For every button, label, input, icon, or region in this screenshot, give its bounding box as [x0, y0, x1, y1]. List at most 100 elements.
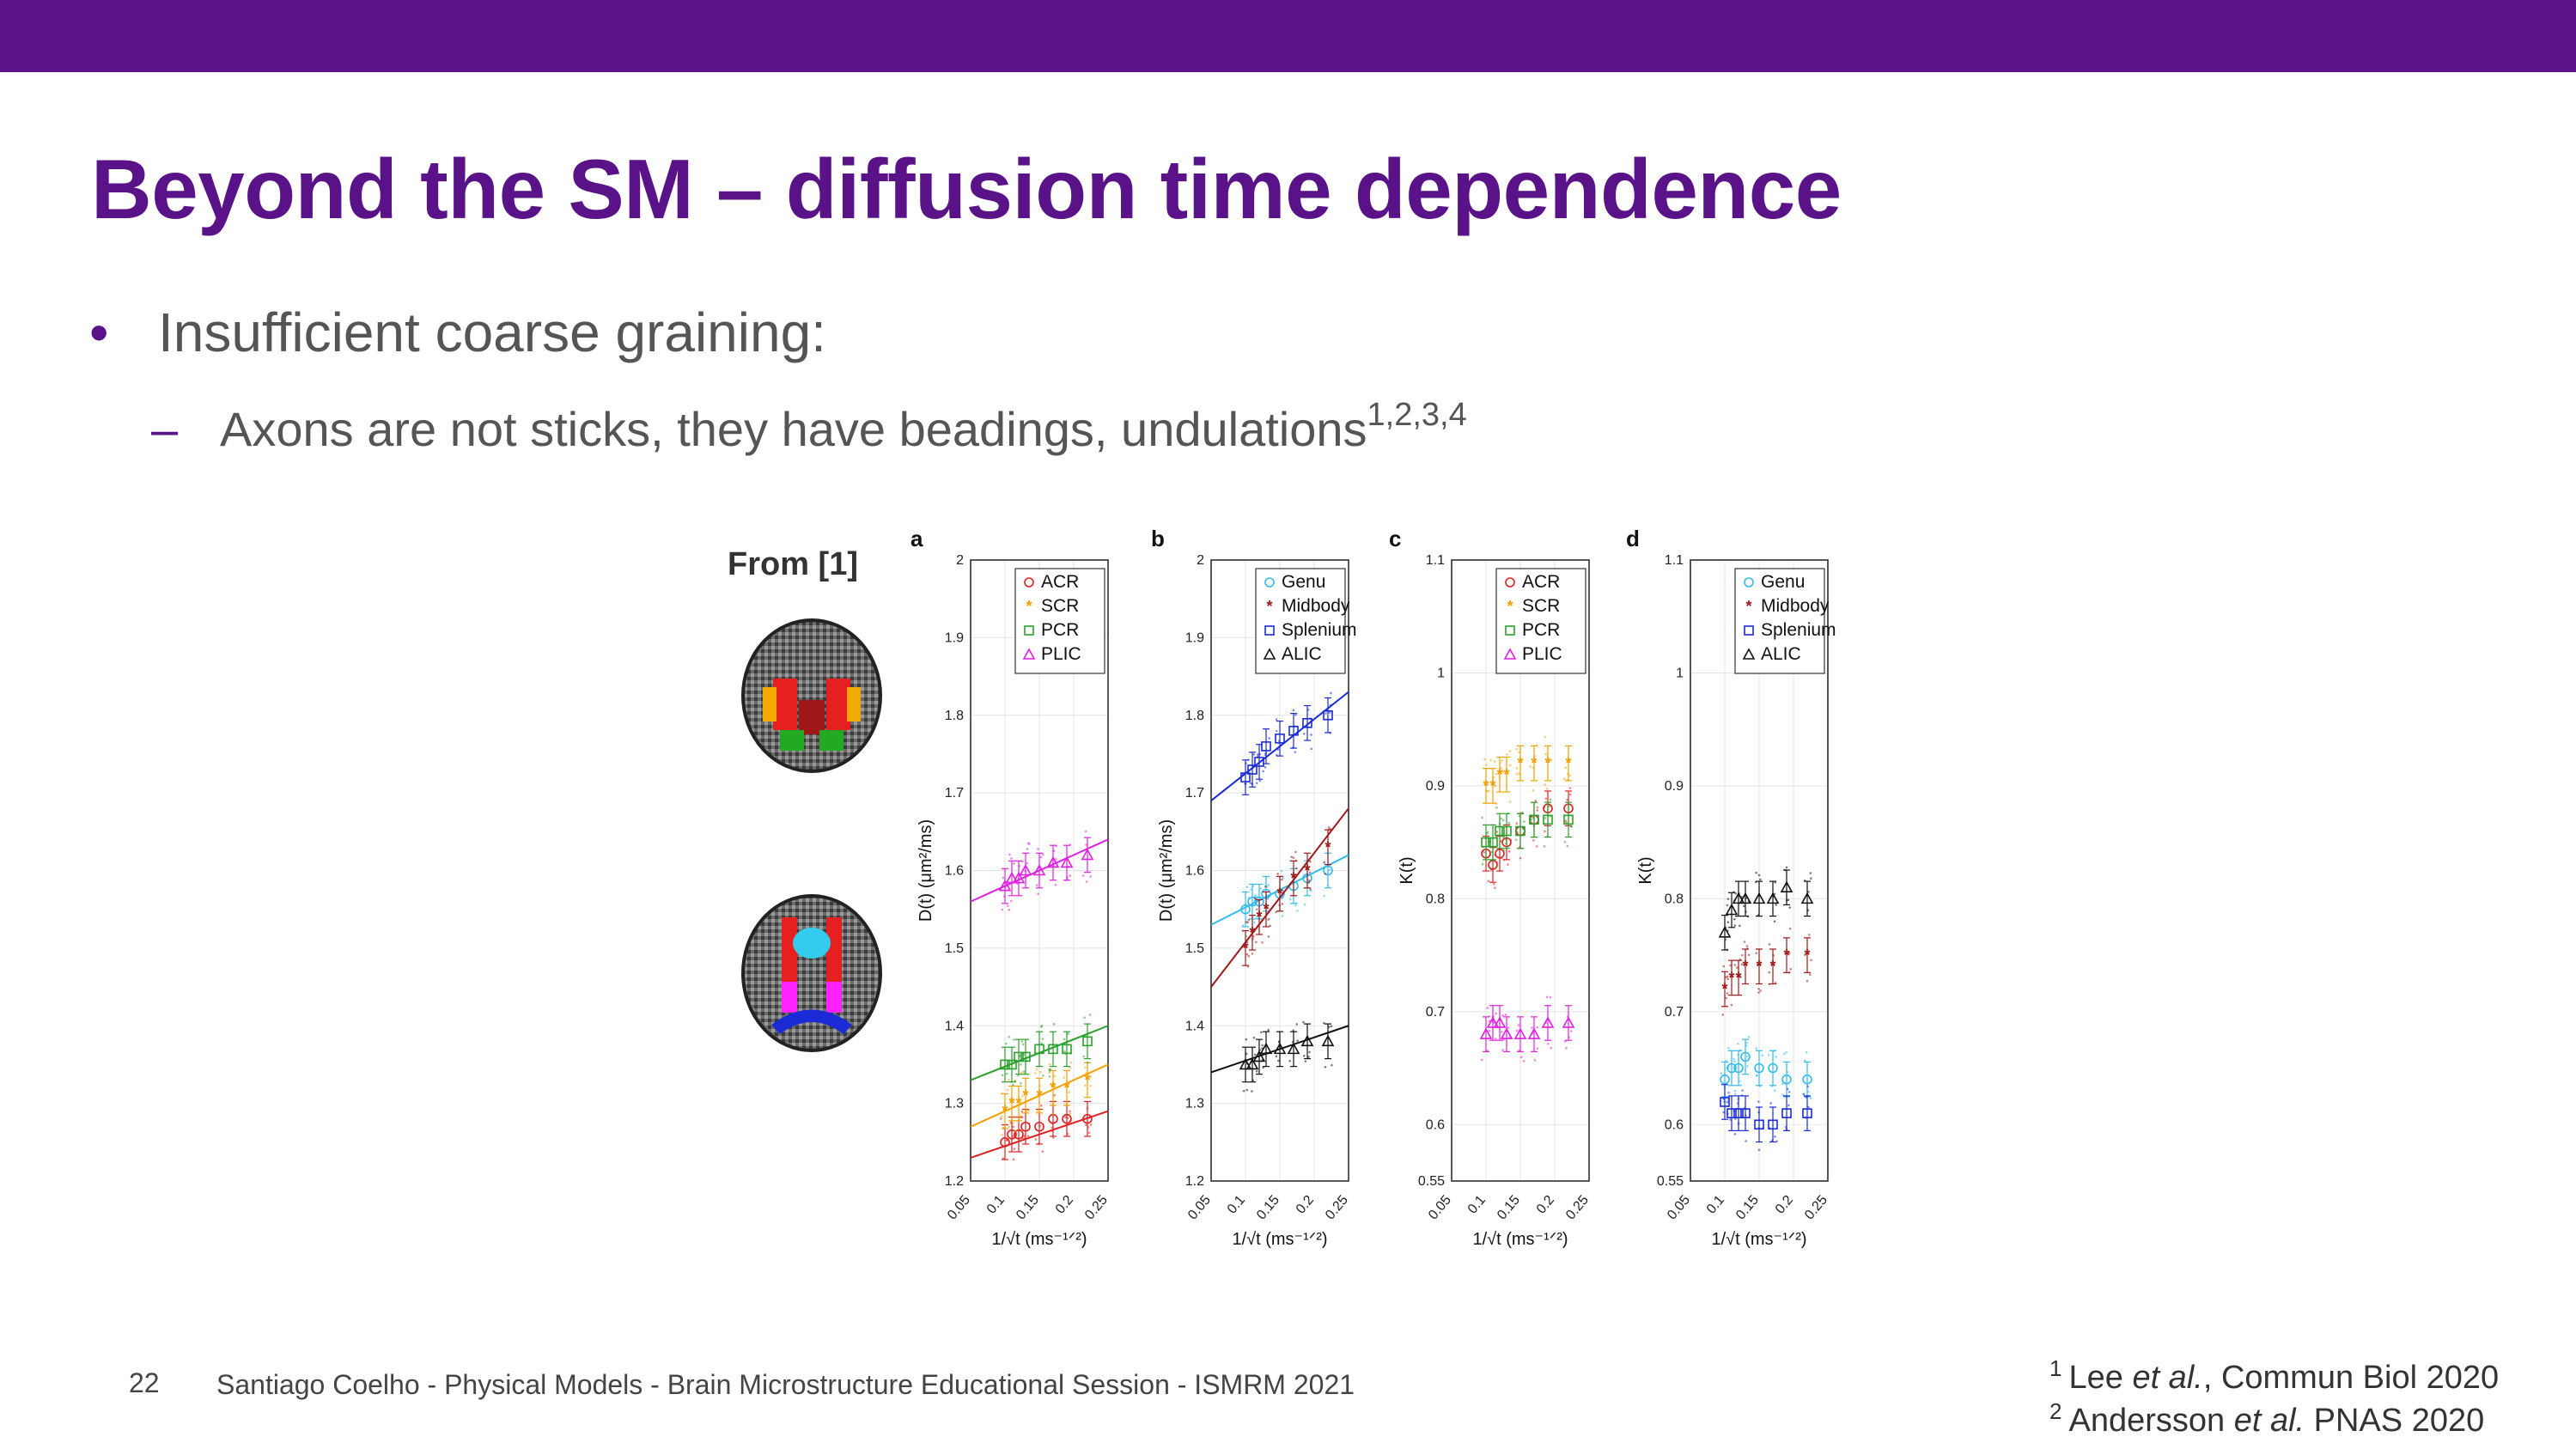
- scatter-dot-c-scr: [1508, 750, 1512, 752]
- scatter-dot-d-midbody: [1735, 966, 1739, 969]
- scatter-dot-c-scr: [1501, 759, 1503, 762]
- scatter-dot-a-plic: [1035, 884, 1038, 886]
- data-point-b-alic: [1259, 1042, 1273, 1055]
- data-point-b-splenium: [1254, 757, 1264, 767]
- plot-border-b: [1210, 559, 1349, 1182]
- scatter-dot-d-midbody: [1745, 945, 1749, 947]
- scatter-dot-d-alic: [1773, 920, 1776, 923]
- footer-text: Santiago Coelho - Physical Models - Brai…: [216, 1369, 1355, 1400]
- scatter-dot-b-midbody: [1295, 867, 1298, 870]
- x-axis-label-d: 1/√t (ms⁻¹ᐟ²): [1711, 1230, 1806, 1249]
- scatter-dot-b-splenium: [1275, 729, 1278, 733]
- scatter-dot-b-midbody: [1308, 871, 1312, 874]
- scatter-dot-d-splenium: [1786, 1087, 1789, 1091]
- scatter-dot-c-plic: [1531, 1026, 1533, 1030]
- scatter-dot-c-acr: [1494, 886, 1496, 890]
- data-point-d-alic: [1725, 903, 1739, 916]
- scatter-dot-a-plic: [1052, 849, 1056, 853]
- scatter-dot-b-alic: [1261, 1044, 1264, 1047]
- data-point-b-midbody: *: [1290, 870, 1296, 887]
- scatter-dot-b-splenium: [1310, 734, 1312, 736]
- scatter-dot-a-scr: [1048, 1062, 1051, 1066]
- scatter-dot-a-plic: [1037, 892, 1039, 896]
- scatter-dot-a-pcr: [1063, 1050, 1066, 1053]
- y-tick-label-c: 0.8: [1426, 892, 1445, 906]
- data-point-a-plic: [998, 879, 1012, 892]
- scatter-dot-b-midbody: [1307, 881, 1311, 884]
- scatter-dot-d-splenium: [1787, 1090, 1791, 1093]
- scatter-dot-a-pcr: [1063, 1038, 1066, 1041]
- scatter-dot-a-scr: [1014, 1116, 1016, 1119]
- scatter-dot-a-scr: [1084, 1066, 1087, 1068]
- scatter-dot-b-alic: [1254, 1053, 1257, 1056]
- scatter-dot-b-splenium: [1268, 737, 1270, 740]
- data-point-a-plic: [1046, 855, 1060, 868]
- scatter-dot-c-plic: [1515, 1029, 1519, 1032]
- data-point-d-genu: [1720, 1074, 1730, 1085]
- data-point-c-pcr: [1543, 814, 1553, 825]
- scatter-dot-b-genu: [1328, 868, 1331, 872]
- y-axis-label-d: K(t): [1636, 856, 1655, 884]
- scatter-dot-b-alic: [1307, 1056, 1310, 1058]
- data-point-d-alic: [1739, 892, 1752, 904]
- scatter-dot-a-acr: [1041, 1150, 1044, 1154]
- scatter-dot-c-scr: [1515, 773, 1519, 776]
- legend-label-a-acr: ACR: [1041, 572, 1079, 592]
- scatter-dot-d-genu: [1782, 1052, 1786, 1056]
- scatter-dot-b-alic: [1324, 1066, 1327, 1068]
- scatter-dot-c-pcr: [1563, 841, 1567, 843]
- legend-marker-d-genu: [1744, 577, 1754, 588]
- scatter-dot-c-plic: [1569, 1030, 1573, 1032]
- scatter-dot-a-acr: [1053, 1093, 1056, 1097]
- x-tick-label-a: 0.1: [984, 1193, 1008, 1217]
- scatter-dot-d-midbody: [1788, 927, 1792, 930]
- data-point-a-scr: *: [1008, 1095, 1014, 1112]
- scatter-dot-d-alic: [1810, 877, 1812, 880]
- scatter-dot-d-alic: [1759, 878, 1762, 881]
- y-tick-label-a: 2: [956, 553, 964, 568]
- legend-label-c-scr: SCR: [1522, 596, 1560, 616]
- panel-letter-b: b: [1151, 526, 1165, 551]
- data-point-a-scr: *: [1002, 1103, 1008, 1120]
- scatter-dot-b-alic: [1330, 1025, 1333, 1028]
- scatter-dot-d-midbody: [1721, 1014, 1725, 1016]
- scatter-dot-a-plic: [1085, 843, 1087, 846]
- scatter-dot-c-plic: [1480, 1058, 1483, 1062]
- data-point-b-genu: [1240, 904, 1251, 915]
- scatter-dot-a-scr: [1069, 1112, 1072, 1115]
- scatter-dot-d-genu: [1745, 1044, 1748, 1047]
- scatter-dot-d-midbody: [1730, 1003, 1733, 1007]
- data-point-d-splenium: [1754, 1119, 1764, 1130]
- scatter-dot-c-plic: [1545, 995, 1549, 999]
- scatter-dot-a-scr: [1053, 1075, 1057, 1077]
- scatter-dot-c-pcr: [1481, 862, 1484, 866]
- y-tick-label-a: 1.2: [945, 1174, 964, 1189]
- panel-letter-c: c: [1389, 526, 1402, 551]
- scatter-dot-d-midbody: [1726, 975, 1729, 978]
- data-point-a-acr: [1034, 1121, 1044, 1132]
- data-point-c-acr: [1495, 848, 1505, 859]
- scatter-dot-b-midbody: [1255, 941, 1258, 944]
- scatter-dot-d-midbody: [1759, 989, 1762, 992]
- scatter-dot-c-scr: [1489, 758, 1492, 762]
- scatter-dot-d-splenium: [1787, 1104, 1790, 1107]
- scatter-dot-c-plic: [1547, 1043, 1550, 1045]
- data-point-b-splenium: [1323, 709, 1333, 721]
- y-tick-label-a: 1.8: [945, 709, 964, 723]
- scatter-dot-d-genu: [1805, 1050, 1808, 1054]
- scatter-dot-b-splenium: [1252, 753, 1256, 756]
- data-point-b-splenium: [1247, 764, 1258, 775]
- scatter-dot-c-pcr: [1532, 816, 1534, 819]
- scatter-dot-c-scr: [1518, 751, 1520, 753]
- data-point-a-scr: *: [1022, 1087, 1028, 1105]
- scatter-dot-c-acr: [1495, 831, 1499, 833]
- data-point-d-alic: [1766, 892, 1780, 904]
- scatter-dot-b-midbody: [1245, 953, 1249, 956]
- scatter-dot-d-splenium: [1729, 1118, 1732, 1121]
- data-point-a-acr: [1014, 1129, 1024, 1140]
- legend-marker-d-alic: [1742, 648, 1756, 660]
- scatter-dot-a-acr: [1026, 1135, 1030, 1137]
- scatter-dot-b-midbody: [1252, 935, 1255, 938]
- scatter-dot-d-genu: [1734, 1093, 1737, 1095]
- scatter-dot-c-scr: [1494, 784, 1497, 788]
